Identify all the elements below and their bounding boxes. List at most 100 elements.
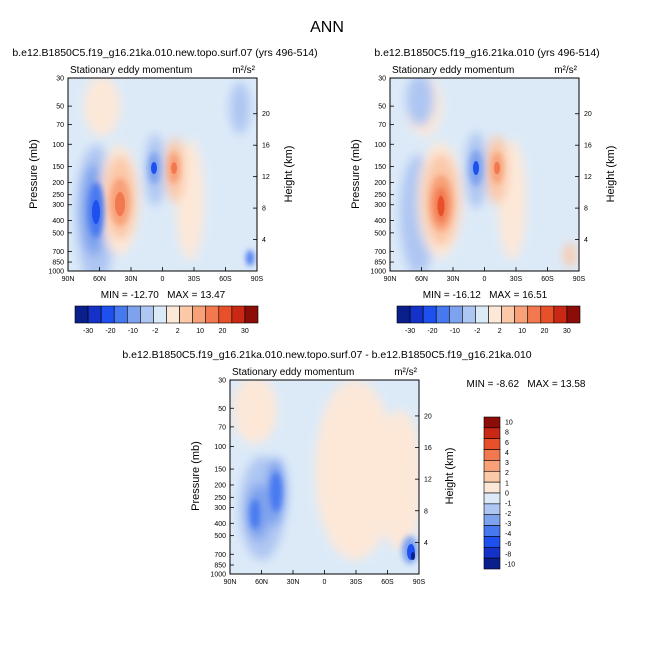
- y-tick-label: 50: [56, 104, 64, 111]
- panel-subtitle: Stationary eddy momentum: [70, 65, 192, 76]
- y2-tick-label: 8: [424, 508, 428, 515]
- y2-tick-label: 8: [262, 206, 266, 213]
- y-tick-label: 250: [214, 495, 226, 502]
- colorbar-swatch: [514, 305, 529, 324]
- panel-new-topo: b.e12.B1850C5.f19_g16.21ka.010.new.topo.…: [12, 47, 317, 335]
- colorbar-swatch: [527, 305, 542, 324]
- x-tick-label: 90N: [224, 579, 237, 586]
- x-tick-label: 90N: [384, 276, 397, 283]
- y-tick-label: 850: [374, 260, 386, 267]
- x-tick-label: 0: [483, 276, 487, 283]
- y-tick-label: 30: [218, 378, 226, 385]
- y-tick-label: 70: [378, 122, 386, 129]
- y2-tick-label: 12: [584, 174, 592, 181]
- colorbar-swatch: [192, 305, 207, 324]
- colorbar-swatch: [483, 460, 501, 472]
- colorbar-label: 4: [505, 450, 509, 457]
- colorbar-label: 3: [505, 460, 509, 467]
- colorbar-swatch: [488, 305, 502, 324]
- y2-tick-label: 12: [262, 174, 270, 181]
- x-tick-label: 30S: [510, 276, 523, 283]
- colorbar-swatch: [87, 305, 102, 324]
- colorbar-label: 20: [219, 328, 227, 335]
- colorbar-swatch: [113, 305, 128, 324]
- colorbar-label: -6: [505, 541, 511, 548]
- colorbar-swatch: [409, 305, 424, 324]
- colorbar-label: -20: [105, 328, 115, 335]
- y-tick-label: 100: [214, 444, 226, 451]
- colorbar-label: 0: [505, 491, 509, 498]
- colorbar-swatch: [74, 305, 89, 324]
- x-tick-label: 30S: [188, 276, 201, 283]
- colorbar-swatch: [483, 557, 501, 570]
- colorbar: -30 -20 -10 -2 2 10 20 30: [74, 305, 259, 335]
- colorbar-swatch: [483, 492, 501, 505]
- colorbar-label: 10: [196, 328, 204, 335]
- colorbar-swatch: [483, 470, 501, 483]
- panel-subtitle: Stationary eddy momentum: [392, 65, 514, 76]
- units-label: m²/s²: [394, 367, 417, 378]
- y-tick-label: 300: [52, 202, 64, 209]
- y-tick-label: 500: [374, 230, 386, 237]
- y-tick-label: 70: [218, 424, 226, 431]
- colorbar-label: 2: [498, 328, 502, 335]
- y-axis-label: Pressure (mb): [350, 139, 362, 209]
- y2-tick-label: 16: [584, 143, 592, 150]
- y-tick-label: 100: [374, 142, 386, 149]
- colorbar-swatch: [483, 438, 501, 450]
- y2-tick-label: 16: [424, 445, 432, 452]
- y-tick-label: 50: [378, 104, 386, 111]
- y-tick-label: 30: [378, 76, 386, 83]
- y-tick-label: 70: [56, 122, 64, 129]
- colorbar-label: 20: [541, 328, 549, 335]
- colorbar-swatch: [462, 305, 476, 324]
- y-tick-label: 700: [214, 552, 226, 559]
- y2-tick-label: 4: [424, 540, 428, 547]
- contour-field: [68, 78, 257, 271]
- y2-axis-label: Height (km): [605, 146, 617, 203]
- y-axis-label: Pressure (mb): [190, 441, 202, 511]
- y-tick-label: 150: [374, 164, 386, 171]
- colorbar-swatch: [553, 305, 568, 324]
- colorbar-label: 1: [505, 480, 509, 487]
- colorbar-label: 8: [505, 430, 509, 437]
- colorbar-swatch: [483, 514, 501, 526]
- y2-tick-label: 4: [584, 237, 588, 244]
- colorbar-swatch: [483, 536, 501, 548]
- colorbar-label: 2: [176, 328, 180, 335]
- colorbar: -30 -20 -10 -2 2 10 20 30: [396, 305, 581, 335]
- colorbar-swatch: [540, 305, 555, 324]
- minmax-text: MIN = -16.12 MAX = 16.51: [423, 290, 548, 301]
- colorbar-swatch: [205, 305, 220, 324]
- colorbar-swatch: [483, 481, 501, 494]
- colorbar-swatch: [566, 305, 581, 324]
- x-tick-label: 60N: [415, 276, 428, 283]
- minmax-text: MIN = -12.70 MAX = 13.47: [101, 290, 226, 301]
- colorbar-swatch: [422, 305, 437, 324]
- colorbar-label: 6: [505, 440, 509, 447]
- colorbar-label: -10: [128, 328, 138, 335]
- colorbar-label: 10: [505, 420, 513, 427]
- y-tick-label: 100: [52, 142, 64, 149]
- y2-tick-label: 20: [584, 111, 592, 118]
- x-tick-label: 0: [323, 579, 327, 586]
- y-tick-label: 850: [52, 260, 64, 267]
- units-label: m²/s²: [232, 65, 255, 76]
- colorbar-swatch: [140, 305, 154, 324]
- colorbar-label: -8: [505, 551, 511, 558]
- y2-tick-label: 4: [262, 237, 266, 244]
- colorbar-swatch: [166, 305, 180, 324]
- colorbar-label: -2: [152, 328, 158, 335]
- colorbar-label: -20: [427, 328, 437, 335]
- colorbar-swatch: [483, 503, 501, 516]
- y-tick-label: 500: [52, 230, 64, 237]
- y-tick-label: 150: [52, 164, 64, 171]
- y-tick-label: 300: [214, 505, 226, 512]
- y-axis-label: Pressure (mb): [28, 139, 40, 209]
- y2-tick-label: 12: [424, 477, 432, 484]
- y-tick-label: 700: [374, 249, 386, 256]
- colorbar-label: 10: [518, 328, 526, 335]
- x-tick-label: 0: [161, 276, 165, 283]
